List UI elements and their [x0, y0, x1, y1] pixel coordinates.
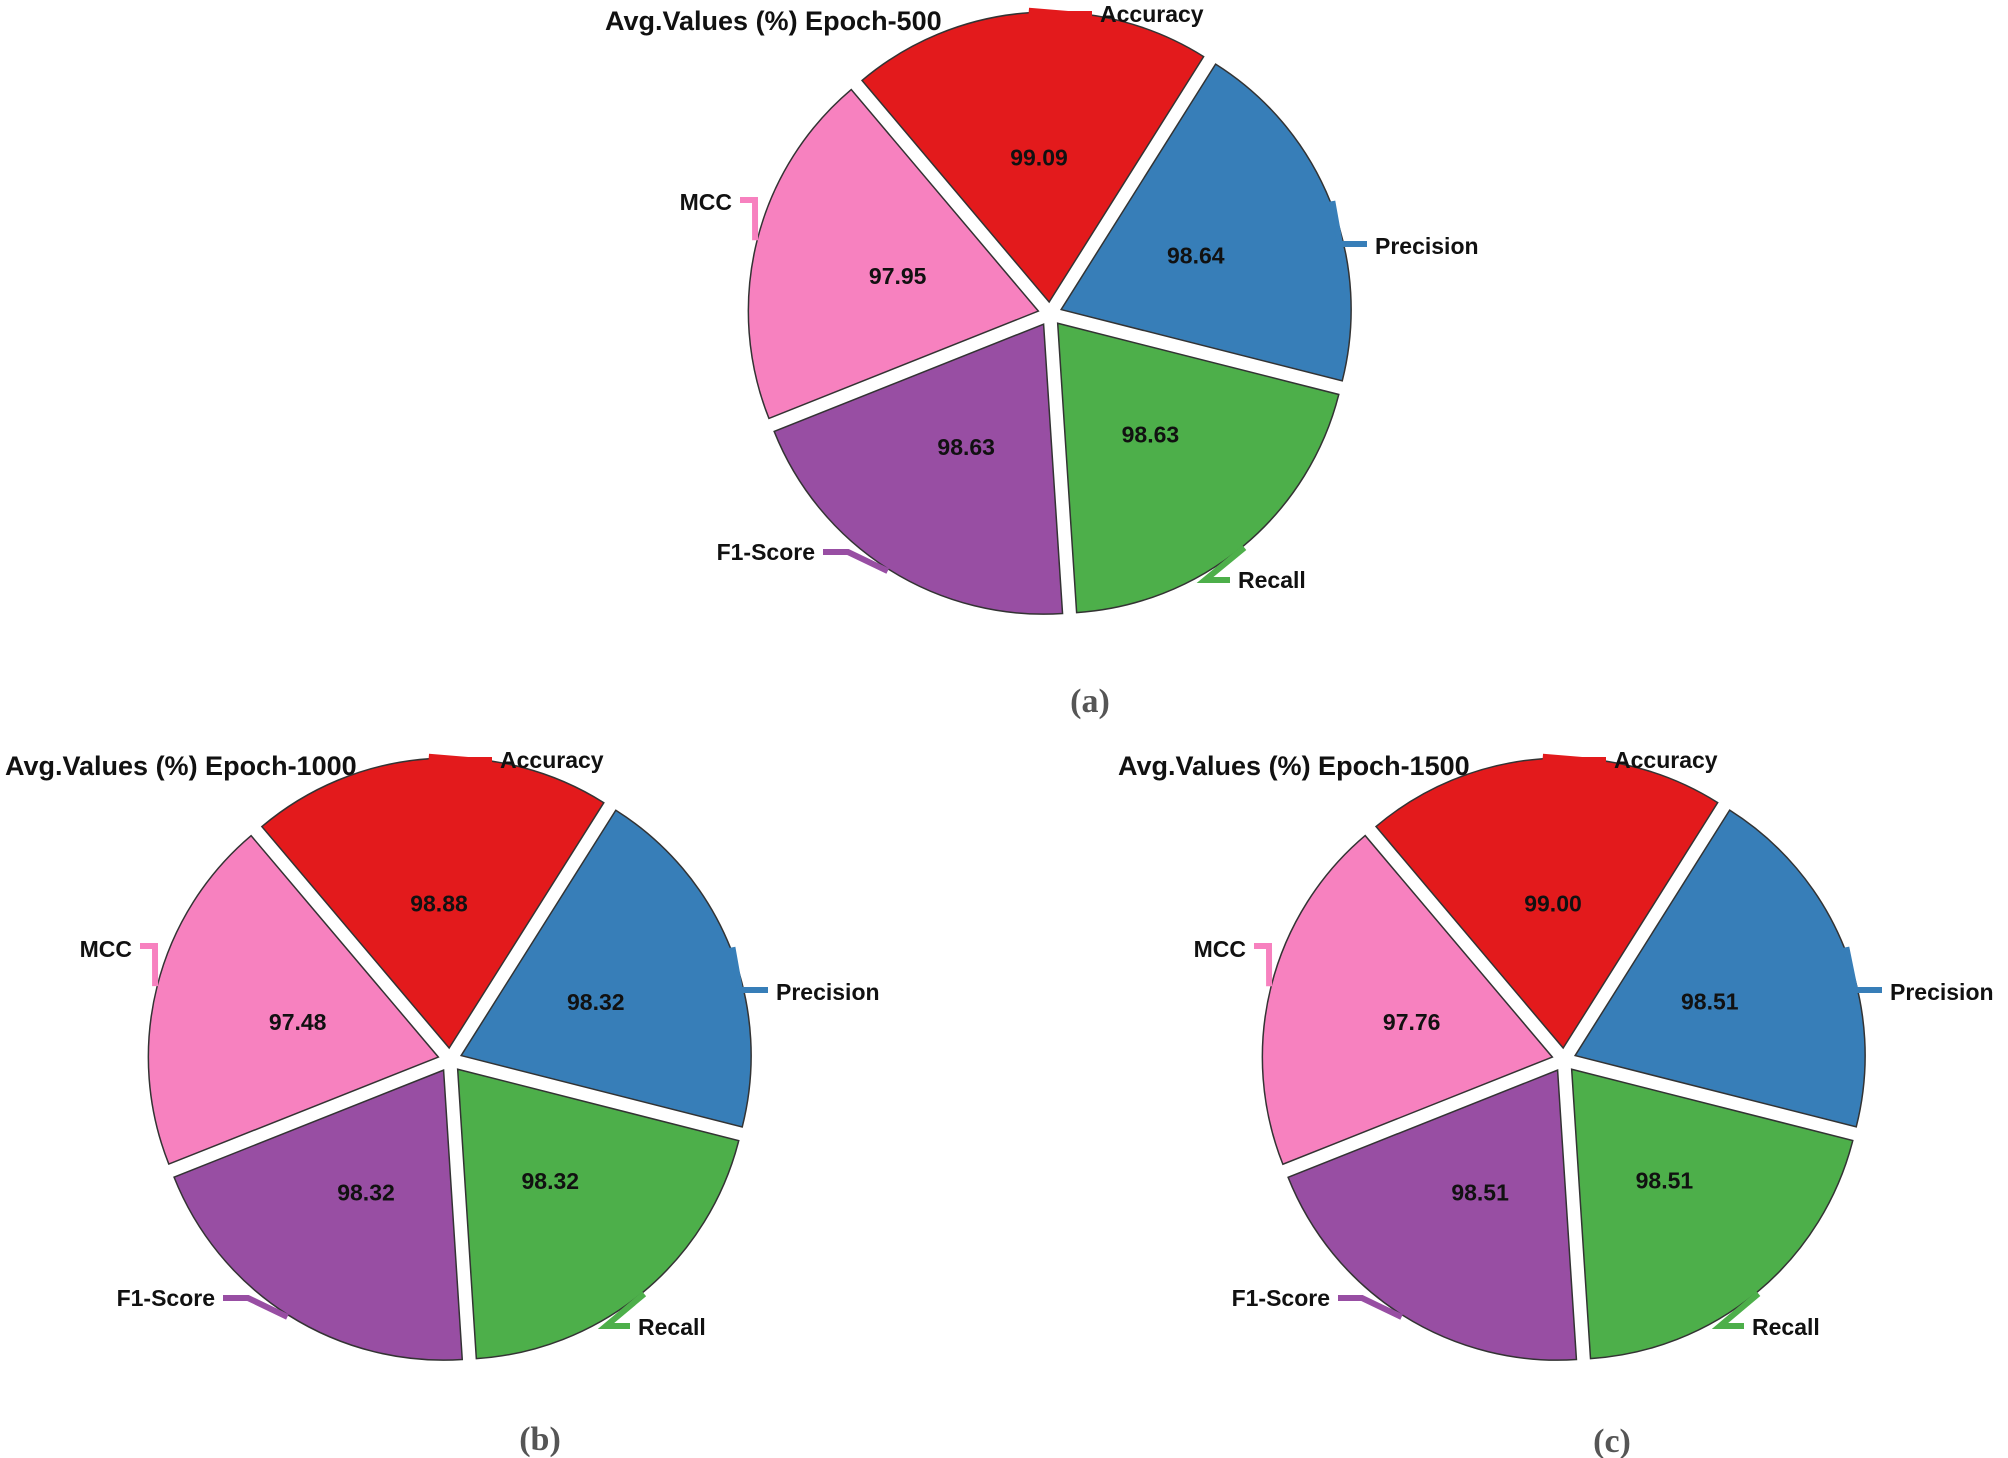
category-label-recall: Recall — [1752, 1314, 1820, 1340]
leader-line-recall — [597, 1291, 647, 1329]
category-label-mcc: MCC — [1194, 936, 1246, 962]
category-label-mcc: MCC — [680, 189, 732, 215]
slice-f1-score — [173, 1069, 464, 1361]
category-label-precision: Precision — [1375, 233, 1479, 259]
slice-mcc — [1261, 834, 1554, 1166]
leader-line-mcc — [1254, 943, 1273, 987]
leader-line-precision — [1329, 200, 1367, 247]
category-label-recall: Recall — [638, 1314, 706, 1340]
leader-line-accuracy — [1542, 753, 1606, 763]
leader-line-f1-score — [223, 1295, 289, 1320]
leader-line-precision — [729, 946, 768, 993]
leader-line-f1-score — [823, 549, 890, 574]
category-label-accuracy: Accuracy — [500, 747, 604, 773]
value-label-mcc: 97.95 — [869, 263, 927, 289]
value-label-recall: 98.63 — [1122, 422, 1180, 448]
chart-title: Avg.Values (%) Epoch-1500 — [1118, 751, 1470, 781]
value-label-mcc: 97.76 — [1383, 1009, 1441, 1035]
category-label-precision: Precision — [776, 979, 880, 1005]
category-label-f1-score: F1-Score — [717, 539, 815, 565]
slice-recall — [456, 1068, 740, 1360]
chart-title: Avg.Values (%) Epoch-500 — [605, 6, 942, 36]
value-label-f1-score: 98.32 — [337, 1180, 395, 1206]
category-label-precision: Precision — [1890, 979, 1994, 1005]
category-label-accuracy: Accuracy — [1614, 747, 1718, 773]
caption-c: (c) — [1593, 1423, 1631, 1458]
slice-f1-score — [1287, 1069, 1578, 1361]
chart-title: Avg.Values (%) Epoch-1000 — [5, 751, 357, 781]
category-label-accuracy: Accuracy — [1100, 1, 1204, 27]
value-label-accuracy: 99.00 — [1524, 890, 1582, 916]
category-label-mcc: MCC — [80, 936, 132, 962]
value-label-recall: 98.51 — [1636, 1168, 1694, 1194]
pie-chart-epoch-1500: Avg.Values (%) Epoch-1500 99.00 Accuracy 98… — [1118, 747, 1994, 1361]
category-label-recall: Recall — [1238, 567, 1306, 593]
category-label-f1-score: F1-Score — [117, 1285, 215, 1311]
value-label-recall: 98.32 — [522, 1168, 580, 1194]
leader-line-mcc — [140, 943, 159, 987]
value-label-mcc: 97.48 — [269, 1009, 327, 1035]
slice-f1-score — [773, 323, 1064, 615]
leader-line-accuracy — [428, 753, 492, 763]
value-label-accuracy: 98.88 — [410, 890, 468, 916]
leader-line-accuracy — [1028, 7, 1092, 17]
caption-b: (b) — [519, 1421, 561, 1458]
leader-line-f1-score — [1338, 1295, 1403, 1320]
value-label-f1-score: 98.51 — [1451, 1180, 1509, 1206]
slice-mcc — [747, 88, 1040, 420]
value-label-precision: 98.51 — [1681, 989, 1739, 1015]
leader-line-mcc — [740, 197, 759, 241]
value-label-precision: 98.32 — [567, 989, 625, 1015]
pie-chart-epoch-1000: Avg.Values (%) Epoch-1000 98.88 Accuracy 98… — [5, 747, 880, 1361]
slice-mcc — [147, 834, 440, 1166]
leader-line-recall — [1711, 1291, 1761, 1329]
pie-chart-epoch-500: Avg.Values (%) Epoch-500 99.09 Accuracy 98.… — [605, 1, 1479, 615]
caption-a: (a) — [1070, 683, 1110, 720]
category-label-f1-score: F1-Score — [1232, 1285, 1330, 1311]
leader-line-recall — [1196, 545, 1247, 583]
leader-line-precision — [1843, 946, 1882, 993]
value-label-accuracy: 99.09 — [1010, 144, 1068, 170]
slice-recall — [1056, 322, 1340, 614]
value-label-precision: 98.64 — [1167, 243, 1225, 269]
value-label-f1-score: 98.63 — [937, 434, 995, 460]
